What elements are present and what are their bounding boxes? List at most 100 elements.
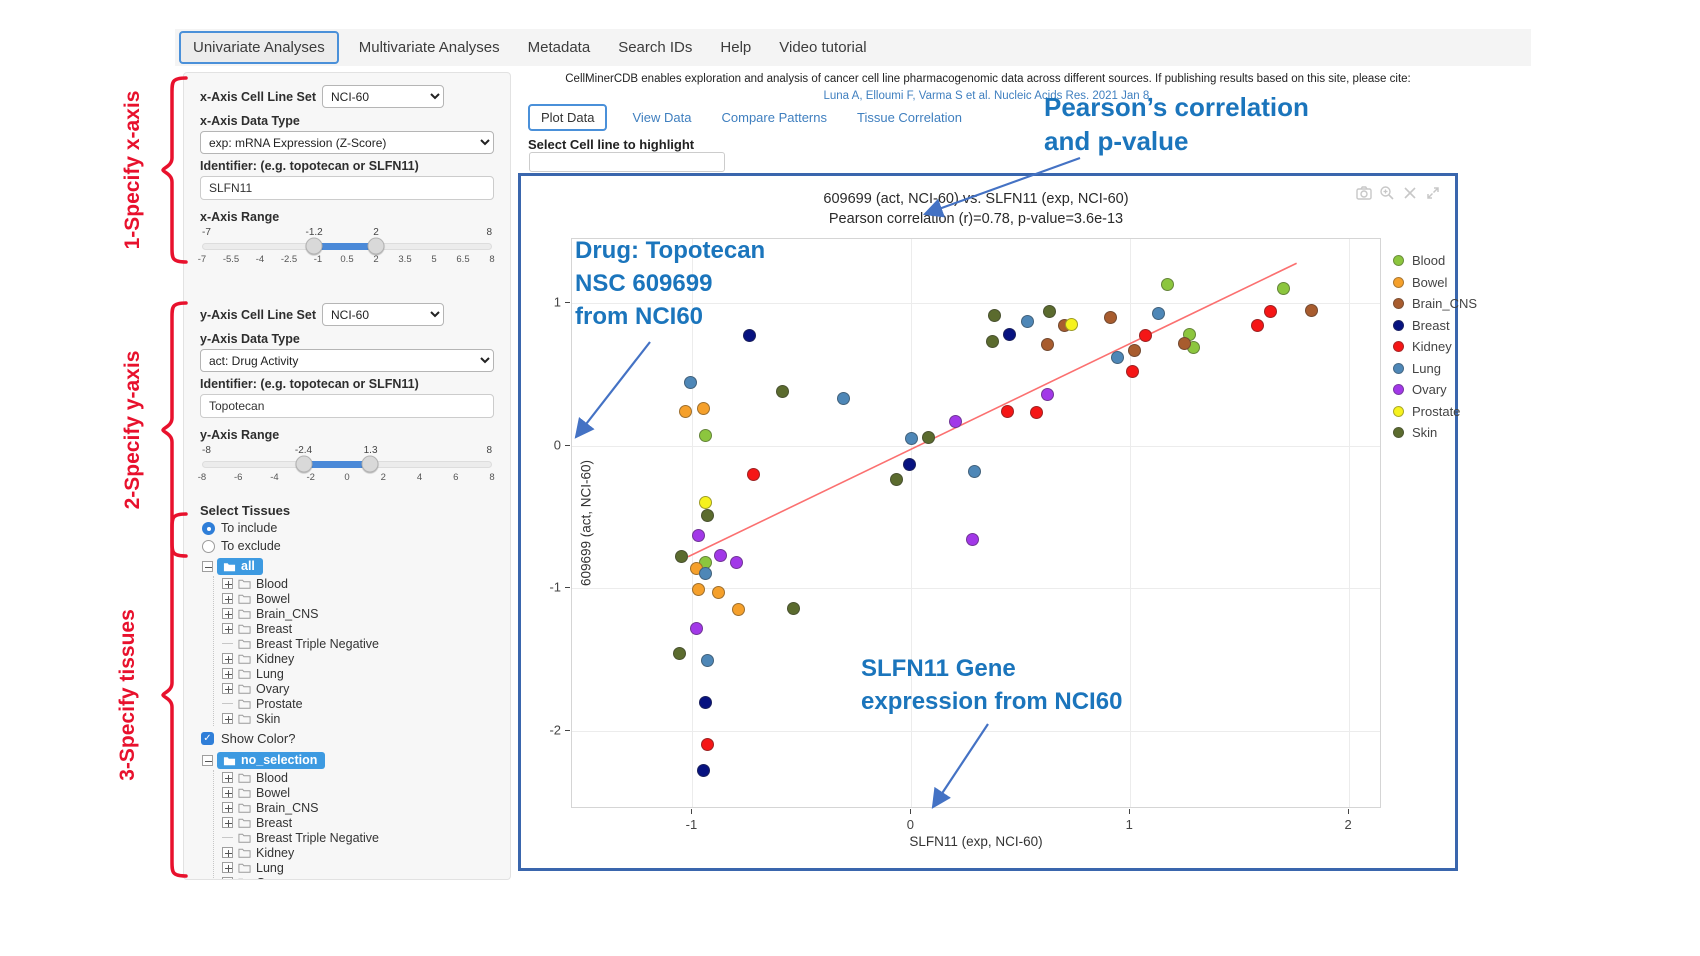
tab-compare-patterns[interactable]: Compare Patterns	[707, 105, 843, 130]
x-tickmark	[691, 809, 692, 814]
y-data-type-select[interactable]: act: Drug Activity	[200, 349, 494, 372]
tree-item-label: Bowel	[256, 592, 290, 606]
expand-icon[interactable]	[222, 608, 233, 619]
nav-help[interactable]: Help	[706, 32, 765, 63]
tree-item-bowel[interactable]: Bowel	[214, 591, 494, 606]
x-identifier-input[interactable]	[200, 176, 494, 200]
tree-item-blood[interactable]: Blood	[214, 770, 494, 785]
slider-high-handle[interactable]	[362, 456, 379, 473]
folder-icon	[238, 638, 251, 649]
collapse-icon[interactable]	[202, 561, 213, 572]
x-range-label: x-Axis Range	[200, 210, 494, 224]
nav-univariate-analyses[interactable]: Univariate Analyses	[179, 31, 339, 64]
show-color-checkbox[interactable]: ✓ Show Color?	[201, 731, 494, 746]
data-point-bowel	[712, 586, 725, 599]
x-data-type-select[interactable]: exp: mRNA Expression (Z-Score)	[200, 131, 494, 154]
slider-low-handle[interactable]	[306, 238, 323, 255]
tab-tissue-correlation[interactable]: Tissue Correlation	[842, 105, 977, 130]
tissues-exclude-radio[interactable]: To exclude	[202, 539, 494, 553]
tree-item-breast[interactable]: Breast	[214, 621, 494, 636]
x-cell-line-set-select[interactable]: NCI-60	[322, 85, 444, 108]
folder-icon	[238, 668, 251, 679]
folder-icon	[238, 817, 251, 828]
slider-tick: -1	[314, 254, 322, 265]
nav-video-tutorial[interactable]: Video tutorial	[765, 32, 880, 63]
pearson-annotation-line2: and p-value	[1044, 124, 1309, 158]
slider-low-handle[interactable]	[295, 456, 312, 473]
legend-item-brain-cns[interactable]: Brain_CNS	[1393, 293, 1477, 315]
expand-icon[interactable]	[222, 772, 233, 783]
expand-icon[interactable]	[222, 653, 233, 664]
expand-icon[interactable]	[222, 877, 233, 880]
folder-icon	[238, 698, 251, 709]
expand-icon[interactable]	[222, 847, 233, 858]
x-range-slider[interactable]: -7-1.228 -7-5.5-4-2.5-10.523.556.58	[202, 227, 492, 271]
tree-item-brain-cns[interactable]: Brain_CNS	[214, 606, 494, 621]
expand-icon[interactable]	[222, 623, 233, 634]
tree-item-skin[interactable]: Skin	[214, 711, 494, 726]
slider-high-handle[interactable]	[367, 238, 384, 255]
expand-icon[interactable]	[222, 713, 233, 724]
legend-item-bowel[interactable]: Bowel	[1393, 272, 1477, 294]
data-point-skin	[986, 335, 999, 348]
tree-item-breast[interactable]: Breast	[214, 815, 494, 830]
tissues-include-radio[interactable]: To include	[202, 521, 494, 535]
tree-item-breast-triple-negative[interactable]: Breast Triple Negative	[214, 636, 494, 651]
tree-item-prostate[interactable]: Prostate	[214, 696, 494, 711]
leaf-connector	[222, 837, 233, 838]
tree-item-blood[interactable]: Blood	[214, 576, 494, 591]
tree-item-lung[interactable]: Lung	[214, 860, 494, 875]
data-point-lung	[905, 432, 918, 445]
legend-item-lung[interactable]: Lung	[1393, 358, 1477, 380]
x-tickmark	[1348, 809, 1349, 814]
citation-link[interactable]: Luna A, Elloumi F, Varma S et al. Nuclei…	[518, 90, 1458, 102]
highlight-cell-line-input[interactable]	[529, 152, 725, 172]
legend-item-prostate[interactable]: Prostate	[1393, 401, 1477, 423]
collapse-icon[interactable]	[202, 755, 213, 766]
tree-item-label: Blood	[256, 577, 288, 591]
legend-label: Breast	[1412, 318, 1450, 333]
expand-icon[interactable]	[222, 817, 233, 828]
y-range-slider[interactable]: -8-2.41.38 -8-6-4-202468	[202, 445, 492, 489]
tree-item-kidney[interactable]: Kidney	[214, 845, 494, 860]
y-identifier-input[interactable]	[200, 394, 494, 418]
tree-item-lung[interactable]: Lung	[214, 666, 494, 681]
tree-item-kidney[interactable]: Kidney	[214, 651, 494, 666]
tree-item-label: Breast	[256, 622, 292, 636]
legend-item-skin[interactable]: Skin	[1393, 422, 1477, 444]
tab-view-data[interactable]: View Data	[617, 105, 706, 130]
slider-range-fill	[304, 461, 371, 468]
expand-icon[interactable]	[222, 578, 233, 589]
expand-icon[interactable]	[222, 668, 233, 679]
y-cell-line-set-select[interactable]: NCI-60	[322, 303, 444, 326]
expand-icon[interactable]	[222, 787, 233, 798]
tab-plot-data[interactable]: Plot Data	[528, 104, 607, 131]
tree-item-bowel[interactable]: Bowel	[214, 785, 494, 800]
y-tick-label: 1	[554, 295, 561, 310]
tree-root-all[interactable]: all	[202, 557, 494, 576]
pearson-annotation-line1: Pearson’s correlation	[1044, 90, 1309, 124]
tree-item-breast-triple-negative[interactable]: Breast Triple Negative	[214, 830, 494, 845]
legend-label: Blood	[1412, 253, 1445, 268]
legend-dot	[1393, 363, 1404, 374]
data-point-lung	[837, 392, 850, 405]
nav-metadata[interactable]: Metadata	[514, 32, 605, 63]
slider-track[interactable]	[202, 243, 492, 250]
nav-search-ids[interactable]: Search IDs	[604, 32, 706, 63]
tree-item-ovary[interactable]: Ovary	[214, 681, 494, 696]
legend-item-ovary[interactable]: Ovary	[1393, 379, 1477, 401]
legend-item-breast[interactable]: Breast	[1393, 315, 1477, 337]
expand-icon[interactable]	[222, 862, 233, 873]
tree-item-ovary[interactable]: Ovary	[214, 875, 494, 880]
expand-icon[interactable]	[222, 802, 233, 813]
top-navbar: Univariate Analyses Multivariate Analyse…	[175, 29, 1531, 66]
expand-icon[interactable]	[222, 683, 233, 694]
tissue-tree-exclude: no_selectionBloodBowelBrain_CNSBreastBre…	[202, 751, 494, 880]
nav-multivariate-analyses[interactable]: Multivariate Analyses	[345, 32, 514, 63]
tree-item-brain-cns[interactable]: Brain_CNS	[214, 800, 494, 815]
legend-item-kidney[interactable]: Kidney	[1393, 336, 1477, 358]
legend-item-blood[interactable]: Blood	[1393, 250, 1477, 272]
tree-root-no-selection[interactable]: no_selection	[202, 751, 494, 770]
slider-track[interactable]	[202, 461, 492, 468]
expand-icon[interactable]	[222, 593, 233, 604]
